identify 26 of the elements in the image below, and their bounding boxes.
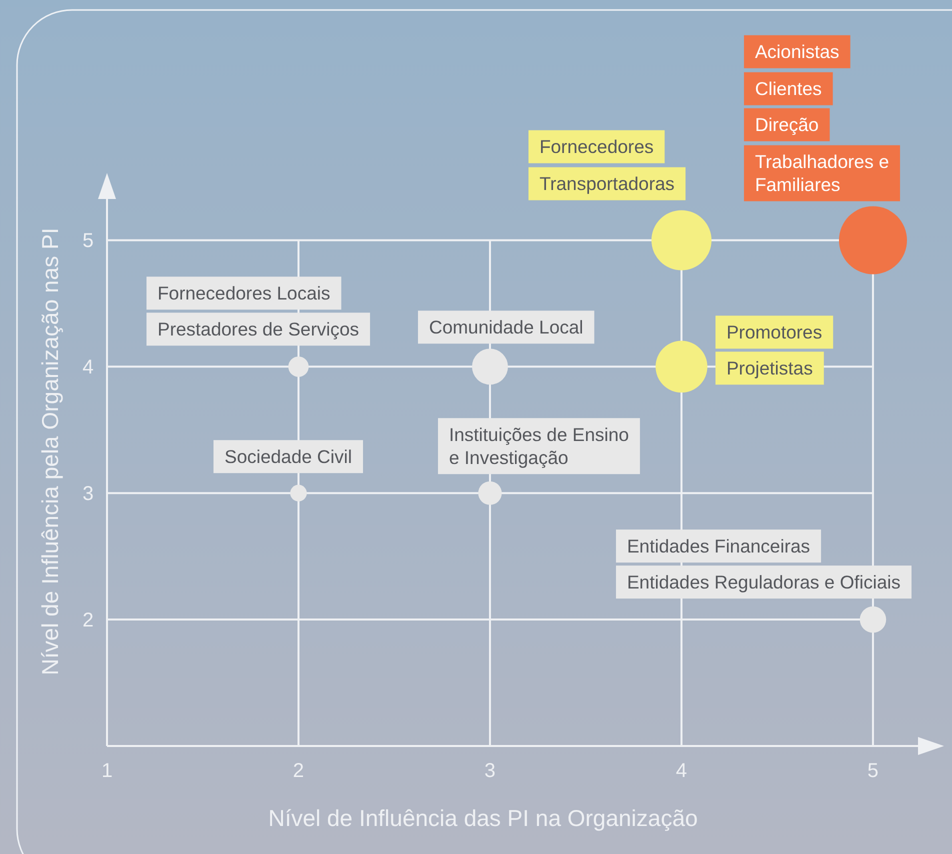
annotation: Sociedade Civil <box>224 446 352 468</box>
annotation: Promotores <box>726 322 822 343</box>
annotation: Instituições de Ensino e Investigação <box>448 424 629 468</box>
text: Clientes <box>754 78 822 100</box>
x-tick-label: 4 <box>676 760 688 782</box>
annotation: Comunidade Local <box>428 316 584 338</box>
annotation: Entidades Reguladoras e Oficiais <box>626 572 901 593</box>
annotation: Transportadoras <box>539 173 675 194</box>
annotation: Entidades Financeiras <box>626 536 810 557</box>
y-tick-label: 2 <box>82 610 94 632</box>
annotation: Trabalhadores e Familiares <box>754 151 890 196</box>
y-tick-label: 4 <box>82 356 94 379</box>
annotation: Projetistas <box>726 358 813 379</box>
text: Fornecedores <box>539 136 654 158</box>
y-axis-title: Nível de Influência pela Organização nas PI <box>37 228 63 676</box>
annotation: Prestadores de Serviços <box>157 318 360 340</box>
x-axis-title: Nível de Influência das PI na Organização <box>268 805 698 831</box>
annotation: Fornecedores Locais <box>157 282 330 304</box>
y-tick-label: 3 <box>82 483 94 506</box>
x-tick-label: 3 <box>484 760 496 782</box>
text: Acionistas <box>754 41 840 62</box>
text: Direção <box>754 114 819 136</box>
x-tick-label: 2 <box>292 760 304 782</box>
y-tick-label: 5 <box>82 230 94 252</box>
x-tick-label: 1 <box>101 760 113 782</box>
x-tick-label: 5 <box>867 760 879 782</box>
